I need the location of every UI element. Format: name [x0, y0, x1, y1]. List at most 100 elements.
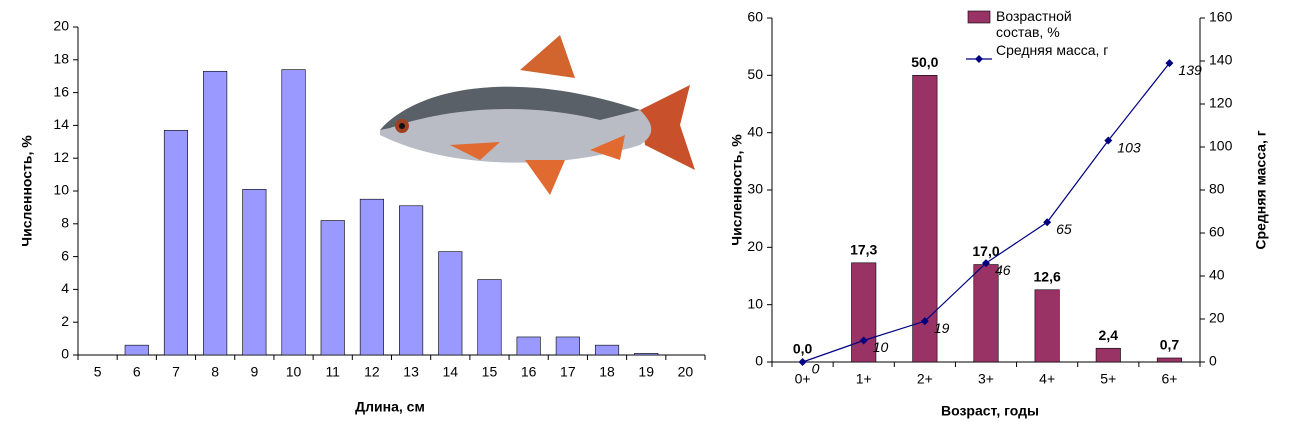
- line-marker: [859, 336, 868, 345]
- bar: [477, 279, 502, 356]
- y-tick-label: 4: [61, 280, 69, 296]
- value-label: 0,7: [1160, 337, 1180, 353]
- value-label: 17,0: [972, 243, 999, 259]
- x-tick-label: 18: [599, 364, 615, 380]
- legend-label: Средняя масса, г: [996, 42, 1109, 58]
- bar: [359, 198, 384, 356]
- line-marker: [920, 317, 929, 326]
- line-value-label: 46: [995, 262, 1011, 278]
- bar: [851, 262, 877, 363]
- y2-axis-title: Средняя масса, г: [1253, 130, 1269, 249]
- y2-tick-label: 20: [1209, 310, 1225, 326]
- x-tick-label: 19: [638, 364, 654, 380]
- y-tick-label: 30: [747, 181, 763, 197]
- value-label: 50,0: [911, 54, 938, 70]
- y-tick-label: 18: [53, 51, 69, 67]
- x-tick-label: 2+: [917, 371, 933, 387]
- x-tick-label: 5+: [1100, 371, 1116, 387]
- bar: [399, 205, 424, 356]
- x-tick-label: 20: [678, 364, 694, 380]
- y-tick-label: 14: [53, 116, 69, 132]
- y-tick-label: 50: [747, 66, 763, 82]
- line-marker: [798, 358, 807, 366]
- y-tick-label: 12: [53, 149, 69, 165]
- bar: [320, 220, 345, 356]
- y2-tick-label: 80: [1209, 181, 1225, 197]
- bar: [242, 189, 267, 356]
- bar: [516, 336, 541, 356]
- line-value-label: 19: [934, 320, 950, 336]
- x-tick-label: 6: [133, 364, 141, 380]
- y-tick-label: 0: [755, 353, 763, 369]
- x-tick-label: 4+: [1039, 371, 1055, 387]
- legend: Возрастной состав, % Средняя масса, г: [996, 8, 1109, 58]
- x-tick-label: 9: [250, 364, 258, 380]
- y2-tick-label: 100: [1209, 138, 1233, 154]
- bar: [203, 70, 228, 356]
- x-tick-label: 8: [211, 364, 219, 380]
- x-tick-label: 17: [560, 364, 576, 380]
- line-value-label: 65: [1056, 221, 1072, 237]
- x-tick-label: 7: [172, 364, 180, 380]
- bar: [281, 69, 306, 356]
- x-tick-label: 1+: [856, 371, 872, 387]
- x-tick-label: 3+: [978, 371, 994, 387]
- y-tick-label: 6: [61, 247, 69, 263]
- y-tick-label: 20: [747, 238, 763, 254]
- y-tick-label: 0: [61, 346, 69, 362]
- bar: [1095, 347, 1121, 363]
- legend-label: Возрастной состав, %: [996, 8, 1072, 40]
- y-tick-label: 10: [53, 182, 69, 198]
- y-tick-label: 60: [747, 9, 763, 25]
- bar: [163, 130, 189, 356]
- y-tick-label: 40: [747, 123, 763, 139]
- y-tick-label: 8: [61, 215, 69, 231]
- value-label: 17,3: [850, 242, 877, 258]
- x-tick-label: 5: [94, 364, 102, 380]
- y2-tick-label: 40: [1209, 267, 1225, 283]
- y-tick-label: 10: [747, 295, 763, 311]
- y-axis-title: Численность, %: [729, 134, 745, 246]
- bar: [594, 344, 620, 356]
- y-axis-title: Численность, %: [19, 135, 35, 247]
- x-tick-label: 16: [521, 364, 537, 380]
- bar: [124, 344, 149, 356]
- bar: [438, 251, 463, 356]
- y2-tick-label: 0: [1209, 353, 1217, 369]
- legend-swatch: [975, 55, 983, 63]
- x-tick-label: 15: [482, 364, 498, 380]
- line-value-label: 10: [873, 339, 889, 355]
- line-marker: [982, 259, 990, 268]
- line-value-label: 0: [812, 361, 820, 377]
- y-tick-label: 16: [53, 83, 69, 99]
- x-tick-label: 11: [325, 364, 340, 380]
- x-tick-label: 6+: [1161, 371, 1177, 387]
- fish-image: [380, 35, 695, 195]
- y-tick-label: 20: [53, 18, 69, 34]
- value-label: 0,0: [793, 341, 813, 357]
- bar: [973, 264, 999, 363]
- x-tick-label: 10: [286, 364, 302, 380]
- bar: [634, 353, 659, 356]
- line-marker: [1104, 136, 1113, 145]
- x-axis-title: Возраст, годы: [941, 403, 1039, 419]
- legend-swatch: [967, 10, 991, 24]
- y2-tick-label: 60: [1209, 224, 1225, 240]
- y-tick-label: 2: [61, 313, 69, 329]
- line-marker: [1165, 59, 1174, 68]
- x-tick-label: 13: [403, 364, 419, 380]
- bar: [555, 336, 580, 356]
- x-tick-label: 14: [442, 364, 458, 380]
- line-marker: [1043, 218, 1052, 227]
- y2-tick-label: 140: [1209, 52, 1233, 68]
- y2-tick-label: 160: [1209, 9, 1233, 25]
- x-tick-label: 0+: [795, 371, 811, 387]
- x-tick-label: 12: [364, 364, 380, 380]
- bar: [1034, 289, 1060, 363]
- bar: [1156, 357, 1182, 363]
- line-value-label: 139: [1178, 62, 1202, 78]
- line-value-label: 103: [1117, 139, 1141, 155]
- value-label: 12,6: [1034, 268, 1061, 284]
